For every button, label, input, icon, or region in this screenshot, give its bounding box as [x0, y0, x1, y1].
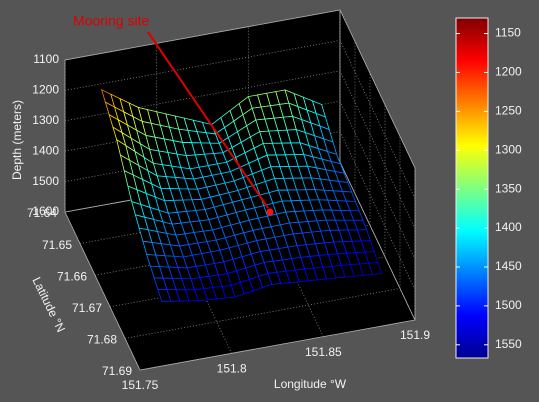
surface-mesh	[101, 89, 383, 302]
colorbar-tick-label: 1350	[495, 181, 522, 195]
x-tick-label: 151.75	[122, 378, 159, 392]
colorbar-tick-label: 1150	[495, 26, 521, 40]
mesh-cell	[189, 161, 243, 211]
mesh-cell	[116, 138, 169, 214]
mesh-quad	[184, 289, 199, 302]
grid-line	[339, 70, 416, 229]
mesh-cell	[299, 142, 353, 193]
mesh-cell	[241, 189, 294, 242]
mooring-marker	[266, 208, 274, 216]
annotation-arrow	[147, 31, 269, 209]
colorbar-tick-label: 1500	[495, 298, 522, 312]
grid-line	[339, 101, 416, 260]
mesh-quad	[368, 262, 383, 275]
mesh-cell	[182, 249, 236, 302]
mesh-cell	[174, 115, 228, 170]
y-tick-label: 71.66	[57, 269, 87, 283]
y-tick-label: 71.69	[102, 364, 132, 378]
mesh-cell	[292, 229, 346, 282]
mesh-cell	[226, 142, 279, 201]
colorbar-tick-label: 1300	[495, 142, 522, 156]
z-tick-label: 1300	[32, 113, 59, 127]
x-axis-label: Longitude °W	[274, 377, 347, 391]
z-tick-label: 1100	[33, 52, 59, 66]
z-tick-label: 1200	[32, 83, 59, 97]
mesh-cell	[101, 89, 154, 165]
x-tick-label: 151.85	[305, 345, 342, 359]
mesh-cell	[167, 209, 221, 258]
z-tick-label: 1400	[32, 143, 59, 157]
grid-line	[64, 211, 141, 371]
y-axis-label: Latitude °N	[29, 275, 68, 335]
y-tick-label: 71.67	[72, 301, 102, 315]
mesh-cell	[262, 142, 316, 191]
grid-line	[339, 161, 416, 321]
annotation: Mooring site	[73, 13, 149, 29]
colorbar	[455, 17, 489, 359]
mesh-cell	[219, 240, 273, 298]
mesh-cell	[284, 89, 338, 155]
colorbar-tick-label: 1400	[495, 220, 522, 234]
colorbar-tick-label: 1450	[495, 259, 522, 273]
y-tick-label: 71.68	[87, 333, 117, 347]
mesh-quad	[221, 284, 236, 299]
y-tick-label: 71.64	[27, 206, 57, 220]
mesh-cell	[277, 189, 331, 235]
colorbar-tick-label: 1550	[495, 337, 522, 351]
z-tick-label: 1600	[32, 204, 59, 218]
x-tick-label: 151.9	[400, 328, 430, 342]
mesh-quad	[331, 264, 346, 279]
z-axis-label: Depth (meters)	[10, 100, 24, 180]
z-tick-label: 1500	[32, 174, 59, 188]
colorbar-tick-label: 1200	[495, 65, 522, 79]
grid-line	[339, 40, 416, 199]
grid-line	[339, 9, 416, 169]
x-tick-label: 151.8	[217, 362, 247, 376]
mesh-quad	[258, 272, 273, 289]
mesh-cell	[256, 233, 309, 285]
mesh-cell	[204, 199, 258, 251]
mesh-cell	[329, 229, 383, 278]
colorbar-tick-label: 1250	[495, 104, 522, 118]
mesh-cell	[146, 254, 199, 302]
mesh-cell	[247, 89, 301, 144]
mesh-cell	[131, 201, 184, 258]
mesh-quad	[294, 268, 309, 283]
grid-line	[339, 131, 416, 290]
mesh-cell	[152, 162, 206, 214]
y-tick-label: 71.65	[42, 238, 72, 252]
